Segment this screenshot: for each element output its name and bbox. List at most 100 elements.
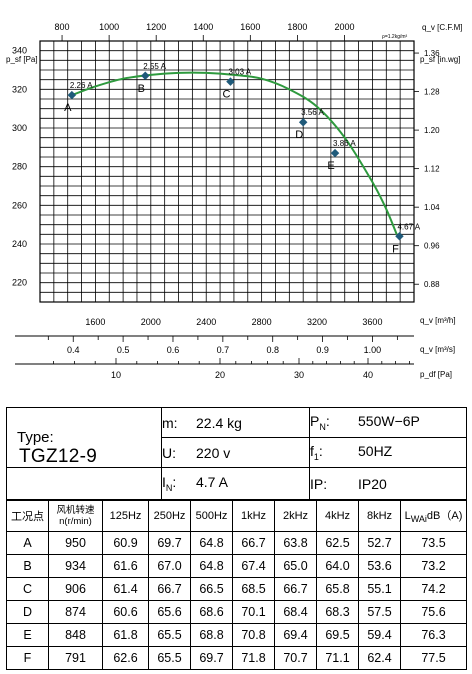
performance-curve bbox=[71, 71, 398, 235]
axis-title-bottom-m3s: q_v [m³/s] bbox=[420, 345, 455, 354]
row-point-label: B bbox=[6, 554, 49, 578]
table-cell: 66.7 bbox=[148, 577, 191, 601]
row-point-label: F bbox=[6, 646, 49, 670]
point-letter-label: B bbox=[138, 83, 145, 95]
table-cell: 63.8 bbox=[274, 531, 317, 555]
mass-label: m: bbox=[162, 414, 178, 431]
table-cell: 55.1 bbox=[358, 577, 401, 601]
table-cell: 70.1 bbox=[232, 600, 275, 624]
point-letter-label: F bbox=[392, 243, 399, 255]
table-cell: 75.6 bbox=[400, 600, 467, 624]
table-row: D 874 60.6 65.6 68.6 70.1 68.4 68.3 57.5 75.6 bbox=[6, 600, 467, 624]
tick-label-bottom-m3h: 1600 bbox=[85, 317, 105, 327]
ip-cell: IP: IP20 bbox=[309, 467, 467, 500]
axis-title-top: q_v [C.F.M] bbox=[422, 23, 462, 32]
tick-label-left: 240 bbox=[12, 239, 27, 249]
table-cell: 906 bbox=[48, 577, 103, 601]
table-cell: 65.8 bbox=[316, 577, 359, 601]
row-point-label: D bbox=[6, 600, 49, 624]
tick-label-bottom-m3s: 0.8 bbox=[266, 345, 279, 355]
table-cell: 64.0 bbox=[316, 554, 359, 578]
axis-title-bottom-m3h: q_v [m³/h] bbox=[420, 316, 456, 325]
tick-label-bottom-m3h: 3600 bbox=[362, 317, 382, 327]
header-250hz: 250Hz bbox=[148, 500, 191, 532]
tick-label-top: 2000 bbox=[334, 22, 354, 32]
table-cell: 71.8 bbox=[232, 646, 275, 670]
voltage-value: 220 v bbox=[196, 444, 231, 461]
table-cell: 68.3 bbox=[316, 600, 359, 624]
table-row: A 950 60.9 69.7 64.8 66.7 63.8 62.5 52.7 73.5 bbox=[6, 531, 467, 555]
table-cell: 60.6 bbox=[102, 600, 149, 624]
tick-label-top: 1800 bbox=[287, 22, 307, 32]
power-label: PN: bbox=[310, 413, 330, 432]
header-speed: 风机转速 n(r/min) bbox=[48, 500, 103, 532]
specs-table: Type: m: 22.4 kg PN: 550W−6P U: 220 v f1: 50… bbox=[6, 407, 467, 500]
table-cell: 65.0 bbox=[274, 554, 317, 578]
table-cell: 65.5 bbox=[148, 646, 191, 670]
table-cell: 848 bbox=[48, 623, 103, 647]
chart-curve bbox=[71, 71, 398, 235]
tick-label-top: 1600 bbox=[240, 22, 260, 32]
chart-grid bbox=[39, 41, 415, 302]
table-cell: 61.4 bbox=[102, 577, 149, 601]
point-current-label: 3.86 A bbox=[333, 139, 356, 148]
point-marker-c bbox=[226, 77, 235, 86]
ip-label: IP: bbox=[310, 475, 328, 492]
header-lwa: LWAidB（A) bbox=[400, 500, 467, 532]
tick-label-top: 1000 bbox=[99, 22, 119, 32]
point-current-label: 3.03 A bbox=[228, 68, 251, 77]
density-note: ρ=1.2kg/m³ bbox=[382, 34, 408, 40]
table-cell: 69.7 bbox=[190, 646, 233, 670]
table-cell: 62.6 bbox=[102, 646, 149, 670]
table-cell: 77.5 bbox=[400, 646, 467, 670]
type-cell: Type: bbox=[6, 407, 162, 468]
current-label: IN: bbox=[162, 474, 177, 493]
tick-label-top: 1400 bbox=[193, 22, 213, 32]
noise-table: 工况点 风机转速 n(r/min) 125Hz 250Hz 500Hz 1kHz … bbox=[6, 500, 467, 670]
table-cell: 53.6 bbox=[358, 554, 401, 578]
table-cell: 73.5 bbox=[400, 531, 467, 555]
point-marker-d bbox=[298, 117, 308, 127]
tick-label-left: 280 bbox=[12, 162, 27, 172]
table-cell: 68.6 bbox=[190, 600, 233, 624]
axis-title-bottom-pdf: p_df [Pa] bbox=[420, 370, 452, 379]
current-value: 4.7 A bbox=[196, 474, 228, 491]
row-point-label: C bbox=[6, 577, 49, 601]
tick-label-right: 0.96 bbox=[424, 242, 440, 251]
table-cell: 59.4 bbox=[358, 623, 401, 647]
point-marker-a bbox=[67, 90, 77, 100]
header-4khz: 4kHz bbox=[316, 500, 359, 532]
table-cell: 70.7 bbox=[274, 646, 317, 670]
point-current-label: 3.56 A bbox=[301, 108, 324, 117]
header-8khz: 8kHz bbox=[358, 500, 401, 532]
tick-label-left: 340 bbox=[12, 46, 27, 56]
tick-label-bottom-pdf: 40 bbox=[363, 370, 373, 380]
table-row: B 934 61.6 67.0 64.8 67.4 65.0 64.0 53.6 73.2 bbox=[6, 554, 467, 578]
tick-label-left: 300 bbox=[12, 123, 27, 133]
table-cell: 70.8 bbox=[232, 623, 275, 647]
table-cell: 934 bbox=[48, 554, 103, 578]
table-cell: 62.5 bbox=[316, 531, 359, 555]
point-current-label: 4.67 A bbox=[397, 222, 420, 231]
table-cell: 73.2 bbox=[400, 554, 467, 578]
point-marker-f bbox=[395, 232, 404, 241]
tick-label-left: 320 bbox=[12, 84, 27, 94]
tick-label-right: 1.28 bbox=[424, 88, 440, 97]
tick-label-right: 0.88 bbox=[424, 280, 440, 289]
tick-label-bottom-m3s: 0.6 bbox=[167, 345, 180, 355]
table-cell: 64.8 bbox=[190, 531, 233, 555]
header-point: 工况点 bbox=[6, 500, 49, 532]
fan-performance-chart: 800 1000 1200 1400 1600 1800 2000 q_v [C.F.M] ρ=… bbox=[6, 22, 462, 380]
header-1khz: 1kHz bbox=[232, 500, 275, 532]
table-cell: 66.7 bbox=[274, 577, 317, 601]
point-letter-label: E bbox=[327, 160, 334, 172]
table-cell: 74.2 bbox=[400, 577, 467, 601]
table-row: C 906 61.4 66.7 66.5 68.5 66.7 65.8 55.1 74.2 bbox=[6, 577, 467, 601]
table-cell: 76.3 bbox=[400, 623, 467, 647]
current-cell: IN: 4.7 A bbox=[161, 467, 310, 500]
voltage-cell: U: 220 v bbox=[161, 437, 310, 468]
tick-label-bottom-m3s: 0.4 bbox=[67, 345, 80, 355]
table-cell: 791 bbox=[48, 646, 103, 670]
tick-label-bottom-m3s: 1.00 bbox=[364, 345, 382, 355]
tick-label-bottom-m3s: 0.9 bbox=[316, 345, 329, 355]
